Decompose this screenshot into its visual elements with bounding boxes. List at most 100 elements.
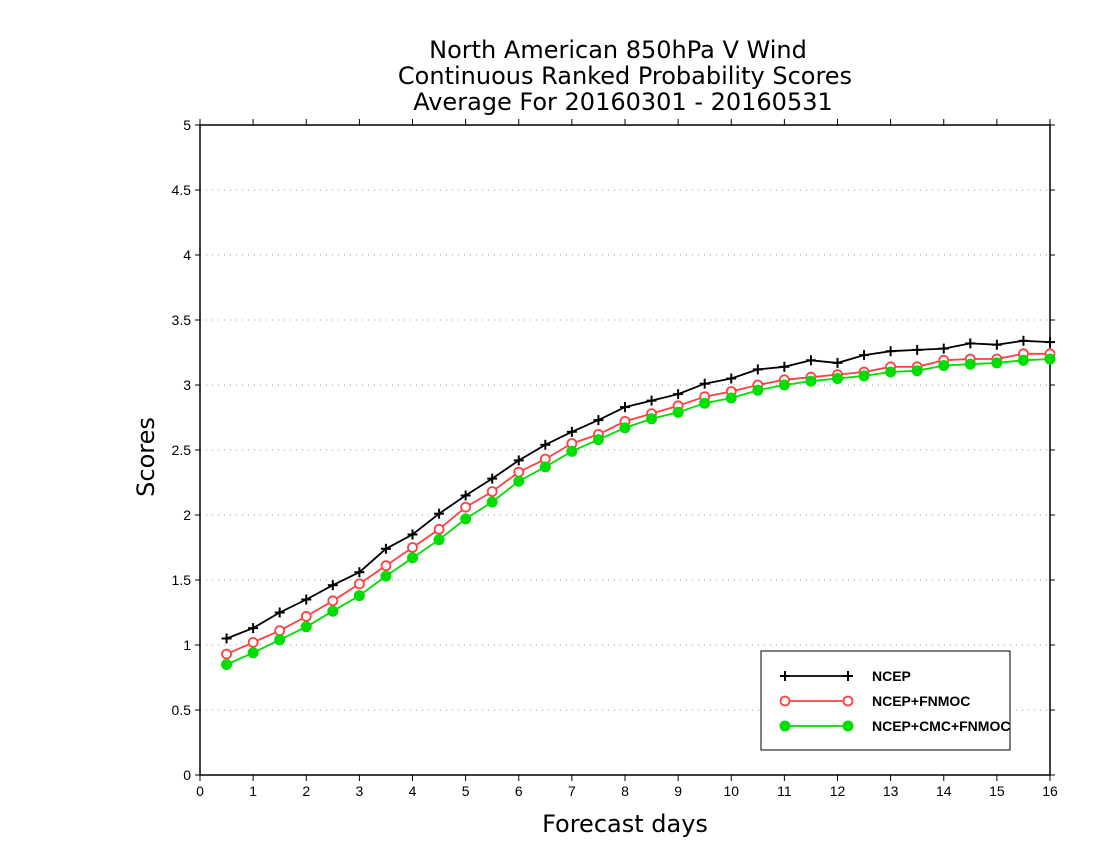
y-tick-label: 4 xyxy=(183,247,191,263)
x-tick-label: 11 xyxy=(777,783,792,799)
data-point-filled-circle xyxy=(964,358,976,370)
data-point-filled-circle xyxy=(460,513,472,525)
data-point-open-circle xyxy=(380,560,392,572)
y-tick-label: 0 xyxy=(183,767,191,783)
x-tick-label: 7 xyxy=(568,783,576,799)
data-point-plus xyxy=(593,415,604,426)
x-tick-label: 1 xyxy=(249,783,257,799)
data-point-filled-circle xyxy=(842,720,854,732)
data-point-plus xyxy=(487,473,498,484)
chart-title-line-2: Continuous Ranked Probability Scores xyxy=(398,62,852,90)
series-group xyxy=(221,335,1056,670)
legend: NCEP NCEP+FNMOC NCEP+CMC+FNMOC xyxy=(760,650,1011,751)
data-point-plus xyxy=(991,339,1002,350)
data-point-filled-circle xyxy=(991,357,1003,369)
data-point-open-circle xyxy=(513,466,525,478)
data-point-plus xyxy=(301,594,312,605)
data-point-filled-circle xyxy=(221,659,233,670)
axis-ticks: 00.511.522.533.544.550 1 2 3 4 5 6 7 8 9 10 11 12 13 1… xyxy=(172,117,1058,799)
x-tick-label: 8 xyxy=(621,783,629,799)
data-point-filled-circle xyxy=(300,621,312,633)
data-point-filled-circle xyxy=(646,413,658,425)
data-point-plus xyxy=(354,567,365,578)
legend-entry: NCEP+FNMOC xyxy=(779,693,970,709)
data-point-plus xyxy=(221,633,232,644)
y-tick-label: 1 xyxy=(183,637,191,653)
data-point-plus xyxy=(1045,337,1055,348)
data-point-filled-circle xyxy=(885,366,897,378)
data-point-plus xyxy=(673,389,684,400)
y-axis-title: Scores xyxy=(132,417,160,497)
data-point-filled-circle xyxy=(725,392,737,404)
data-point-open-circle xyxy=(353,578,365,590)
x-tick-label: 3 xyxy=(355,783,363,799)
data-point-plus xyxy=(752,364,763,375)
data-point-open-circle xyxy=(486,486,498,498)
series-line xyxy=(226,358,1051,666)
data-point-plus xyxy=(380,543,391,554)
data-point-plus xyxy=(859,350,870,361)
data-point-plus xyxy=(938,343,949,354)
data-point-filled-circle xyxy=(1044,353,1056,365)
legend-entry: NCEP xyxy=(780,668,911,684)
x-tick-label: 5 xyxy=(462,783,470,799)
data-point-filled-circle xyxy=(433,534,445,546)
data-point-open-circle xyxy=(247,637,259,648)
data-point-plus xyxy=(566,426,577,437)
x-tick-label: 12 xyxy=(830,783,846,799)
data-point-filled-circle xyxy=(779,720,791,732)
data-point-filled-circle xyxy=(672,406,684,418)
data-point-filled-circle xyxy=(513,475,525,487)
data-point-filled-circle xyxy=(699,397,711,409)
data-point-open-circle xyxy=(274,625,286,637)
x-tick-label: 0 xyxy=(196,783,204,799)
data-point-filled-circle xyxy=(938,360,950,371)
data-point-open-circle xyxy=(300,611,312,622)
data-point-open-circle xyxy=(407,542,418,553)
data-point-open-circle xyxy=(842,695,854,707)
data-point-plus xyxy=(540,439,551,450)
data-point-plus xyxy=(699,378,710,389)
legend-entries: NCEP NCEP+FNMOC NCEP+CMC+FNMOC xyxy=(779,668,1010,734)
data-point-filled-circle xyxy=(486,496,498,508)
data-point-plus xyxy=(513,455,524,466)
data-point-plus xyxy=(965,338,976,349)
x-tick-label: 4 xyxy=(409,783,417,799)
series-ncep xyxy=(221,335,1055,644)
data-point-plus xyxy=(620,402,630,413)
x-tick-label: 16 xyxy=(1042,783,1058,799)
data-point-open-circle xyxy=(221,648,232,660)
y-tick-label: 1.5 xyxy=(172,572,192,588)
data-point-plus xyxy=(327,580,338,591)
data-point-plus xyxy=(832,357,843,368)
y-tick-label: 5 xyxy=(183,117,191,133)
data-point-plus xyxy=(274,607,285,618)
x-axis-title: Forecast days xyxy=(542,810,708,838)
data-point-filled-circle xyxy=(247,647,259,659)
data-point-open-circle xyxy=(433,523,445,535)
chart-title: North American 850hPa V Wind Continuous … xyxy=(398,36,852,116)
data-point-plus xyxy=(912,344,923,355)
y-tick-label: 3 xyxy=(183,377,191,393)
data-point-filled-circle xyxy=(407,552,418,564)
legend-label: NCEP+CMC+FNMOC xyxy=(872,718,1010,734)
x-tick-label: 6 xyxy=(515,783,523,799)
data-point-plus xyxy=(407,529,418,540)
data-point-filled-circle xyxy=(274,634,286,646)
x-tick-label: 13 xyxy=(883,783,899,799)
data-point-plus xyxy=(843,671,853,681)
data-point-plus xyxy=(805,355,816,366)
y-tick-label: 3.5 xyxy=(172,312,192,328)
series-line xyxy=(226,352,1050,655)
data-point-filled-circle xyxy=(539,461,551,473)
data-point-filled-circle xyxy=(752,384,764,396)
data-point-filled-circle xyxy=(1017,354,1029,366)
legend-entry: NCEP+CMC+FNMOC xyxy=(779,718,1010,734)
data-point-filled-circle xyxy=(805,375,817,387)
data-point-plus xyxy=(726,373,737,384)
series-ncep-cmc-fnmoc xyxy=(221,353,1056,670)
data-point-plus xyxy=(646,395,657,406)
data-point-filled-circle xyxy=(858,370,870,382)
data-point-plus xyxy=(780,671,790,681)
